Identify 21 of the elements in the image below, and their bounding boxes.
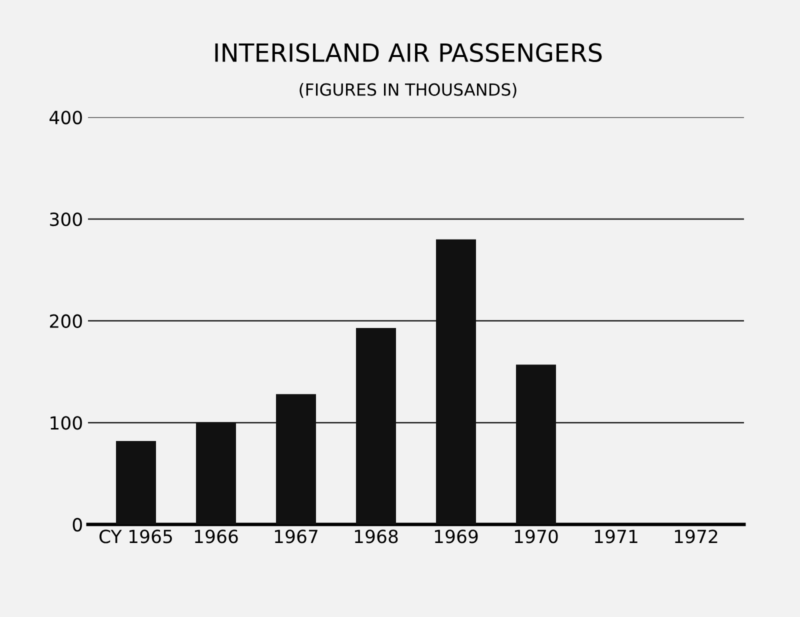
- y-tick-label: 300: [50, 212, 82, 226]
- y-tick-label: 400: [50, 110, 82, 124]
- bar: [516, 364, 556, 524]
- bar: [276, 394, 316, 524]
- bar: [356, 328, 396, 524]
- x-tick-label: 1966: [195, 530, 238, 544]
- x-tick-label: 1971: [595, 530, 638, 544]
- x-tick-label: 1972: [675, 530, 718, 544]
- x-tick-label: 1968: [355, 530, 398, 544]
- y-tick-label: 200: [50, 314, 82, 328]
- chart-title: INTERISLAND AIR PASSENGERS: [215, 43, 602, 62]
- x-tick-label: 1967: [275, 530, 318, 544]
- x-tick-label: 1970: [515, 530, 558, 544]
- chart-subtitle: (FIGURES IN THOUSANDS): [300, 82, 516, 98]
- y-tick-label: 100: [50, 416, 82, 430]
- bar: [436, 239, 476, 524]
- x-tick-label: 1969: [435, 530, 478, 544]
- x-tick-label: CY 1965: [100, 530, 172, 544]
- y-tick-label: 0: [72, 518, 82, 532]
- bar: [196, 422, 236, 524]
- bar: [116, 440, 156, 524]
